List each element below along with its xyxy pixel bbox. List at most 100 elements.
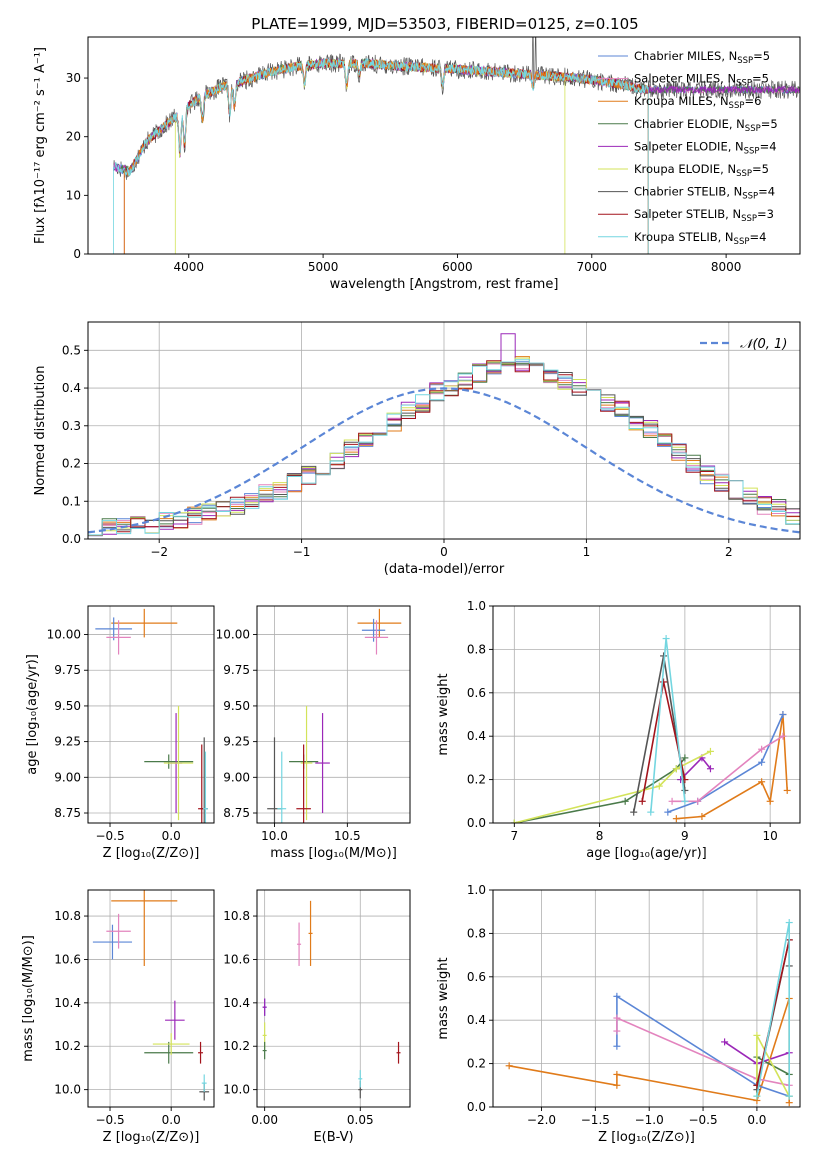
y-tick-label: 0.6 (467, 970, 486, 984)
legend-value: =4 (758, 185, 775, 199)
weight-marker (510, 819, 518, 823)
mass-vs-Z-panel: −0.5 0.0 10.0 10.2 10.4 10.6 10.8 Z [log₁₀(Z/Z⊙… (21, 889, 215, 1145)
legend-subscript: SSP (729, 101, 745, 111)
weight-marker (647, 808, 655, 816)
errorbar-point (201, 1074, 207, 1092)
weight-marker (758, 745, 766, 753)
legend-label: Salpeter MILES, N (634, 72, 736, 86)
x-axis-label: age [log₁₀(age/yr)] (586, 846, 707, 861)
x-tick-label: −0.5 (95, 1113, 124, 1127)
weight-marker (753, 1031, 761, 1039)
legend-subscript: SSP (745, 124, 761, 134)
legend-subscript: SSP (744, 146, 760, 156)
legend-entry: Kroupa ELODIE, NSSP=5 (634, 162, 769, 179)
weight-marker (779, 711, 787, 718)
legend-label: Kroupa STELIB, N (634, 230, 734, 244)
weight-marker (766, 797, 774, 805)
weight-line-kroupa-miles (676, 714, 788, 820)
weight-marker (706, 747, 714, 755)
plot-area (505, 919, 793, 1107)
weight-marker (721, 1038, 729, 1046)
errorbar-point (277, 751, 287, 823)
weight-marker (785, 1092, 793, 1100)
weight-marker (681, 797, 689, 805)
legend-value: =5 (753, 49, 770, 63)
legend-entry: Kroupa MILES, NSSP=6 (634, 94, 761, 111)
gaussian-curve (88, 387, 800, 534)
y-tick-label: 0 (73, 247, 81, 261)
errorbar-point (198, 1041, 203, 1064)
y-tick-label: 10.2 (223, 1039, 250, 1053)
y-axis-label: mass weight (436, 673, 451, 755)
weight-marker (638, 797, 646, 805)
y-tick-label: 10.4 (223, 996, 250, 1010)
legend-subscript: SSP (742, 192, 758, 202)
x-axis-label: mass [log₁₀(M/M⊙)] (270, 846, 397, 861)
legend-subscript: SSP (741, 214, 757, 224)
x-tick-label: −1 (293, 545, 311, 559)
y-axis-label: mass weight (436, 957, 451, 1039)
x-tick-label: −1.5 (581, 1113, 610, 1127)
x-tick-label: −0.5 (688, 1113, 717, 1127)
plot-area (88, 333, 800, 537)
y-tick-label: 10.00 (216, 628, 250, 642)
y-tick-label: 0.3 (62, 419, 81, 433)
weight-marker (698, 812, 706, 820)
errorbar-point (315, 713, 330, 814)
x-tick-label: 6000 (442, 260, 473, 274)
errorbar-point (364, 620, 389, 655)
y-tick-label: 0.2 (467, 773, 486, 787)
legend-label: Salpeter STELIB, N (634, 207, 741, 221)
spectrum-panel: 4000 5000 6000 7000 8000 0 10 20 30 wavelength [A… (33, 36, 801, 292)
weight-marker (681, 786, 689, 794)
y-tick-label: 9.00 (223, 770, 250, 784)
weight-marker (706, 765, 714, 773)
errorbar-point (111, 608, 178, 638)
legend-entry: Salpeter MILES, NSSP=5 (634, 72, 769, 89)
x-tick-label: −0.5 (95, 829, 124, 843)
y-tick-label: 0.0 (467, 1100, 486, 1114)
x-tick-label: 0 (440, 545, 448, 559)
weight-marker (664, 808, 672, 816)
y-tick-label: 20 (66, 130, 81, 144)
axes-frame (87, 605, 215, 824)
errorbar-point (300, 705, 313, 821)
weight-marker (660, 652, 668, 660)
histogram-kroupa-stelib (88, 359, 800, 536)
y-tick-label: 10.0 (54, 1083, 81, 1097)
weight-marker (672, 815, 680, 823)
y-tick-label: 9.75 (54, 663, 81, 677)
weight-marker (681, 754, 689, 762)
weight-marker (758, 758, 766, 766)
x-tick-label: 2 (725, 545, 733, 559)
weight-marker (668, 797, 676, 805)
x-tick-label: 0.05 (347, 1113, 374, 1127)
weight-marker (613, 992, 621, 1000)
weight-vs-age-panel: 7 8 9 10 0.0 0.2 0.4 0.6 0.8 1.0 age [log₁₀(age/yr… (436, 599, 801, 861)
y-tick-label: 0.8 (467, 642, 486, 656)
legend-value: =5 (752, 162, 769, 176)
y-tick-label: 9.75 (223, 663, 250, 677)
legend-label: Chabrier MILES, N (634, 49, 737, 63)
y-axis-label: age [log₁₀(age/yr)] (25, 654, 40, 775)
legend-value: =6 (744, 94, 761, 108)
legend-value: =3 (757, 207, 774, 221)
y-tick-label: 10.2 (54, 1039, 81, 1053)
legend-entry: Kroupa STELIB, NSSP=4 (634, 230, 766, 247)
legend-value: =5 (761, 117, 778, 131)
weight-vs-Z-panel: −2.0 −1.5 −1.0 −0.5 0.0 0.0 0.2 0.4 0.6 0.8 1.0 Z [… (436, 883, 801, 1145)
errorbar-point (202, 751, 208, 823)
errorbar-point (152, 1033, 190, 1055)
y-tick-label: 0.2 (62, 457, 81, 471)
plot-area (267, 608, 402, 823)
x-tick-label: 10 (763, 829, 778, 843)
y-tick-label: 9.25 (54, 735, 81, 749)
x-tick-label: 7000 (577, 260, 608, 274)
errorbar-point (163, 705, 194, 821)
y-tick-label: 0.6 (467, 686, 486, 700)
y-tick-label: 0.8 (467, 926, 486, 940)
legend-value: =4 (760, 139, 777, 153)
axes-frame (492, 889, 801, 1108)
y-tick-label: 0.2 (467, 1057, 486, 1071)
axes-frame (87, 36, 801, 255)
